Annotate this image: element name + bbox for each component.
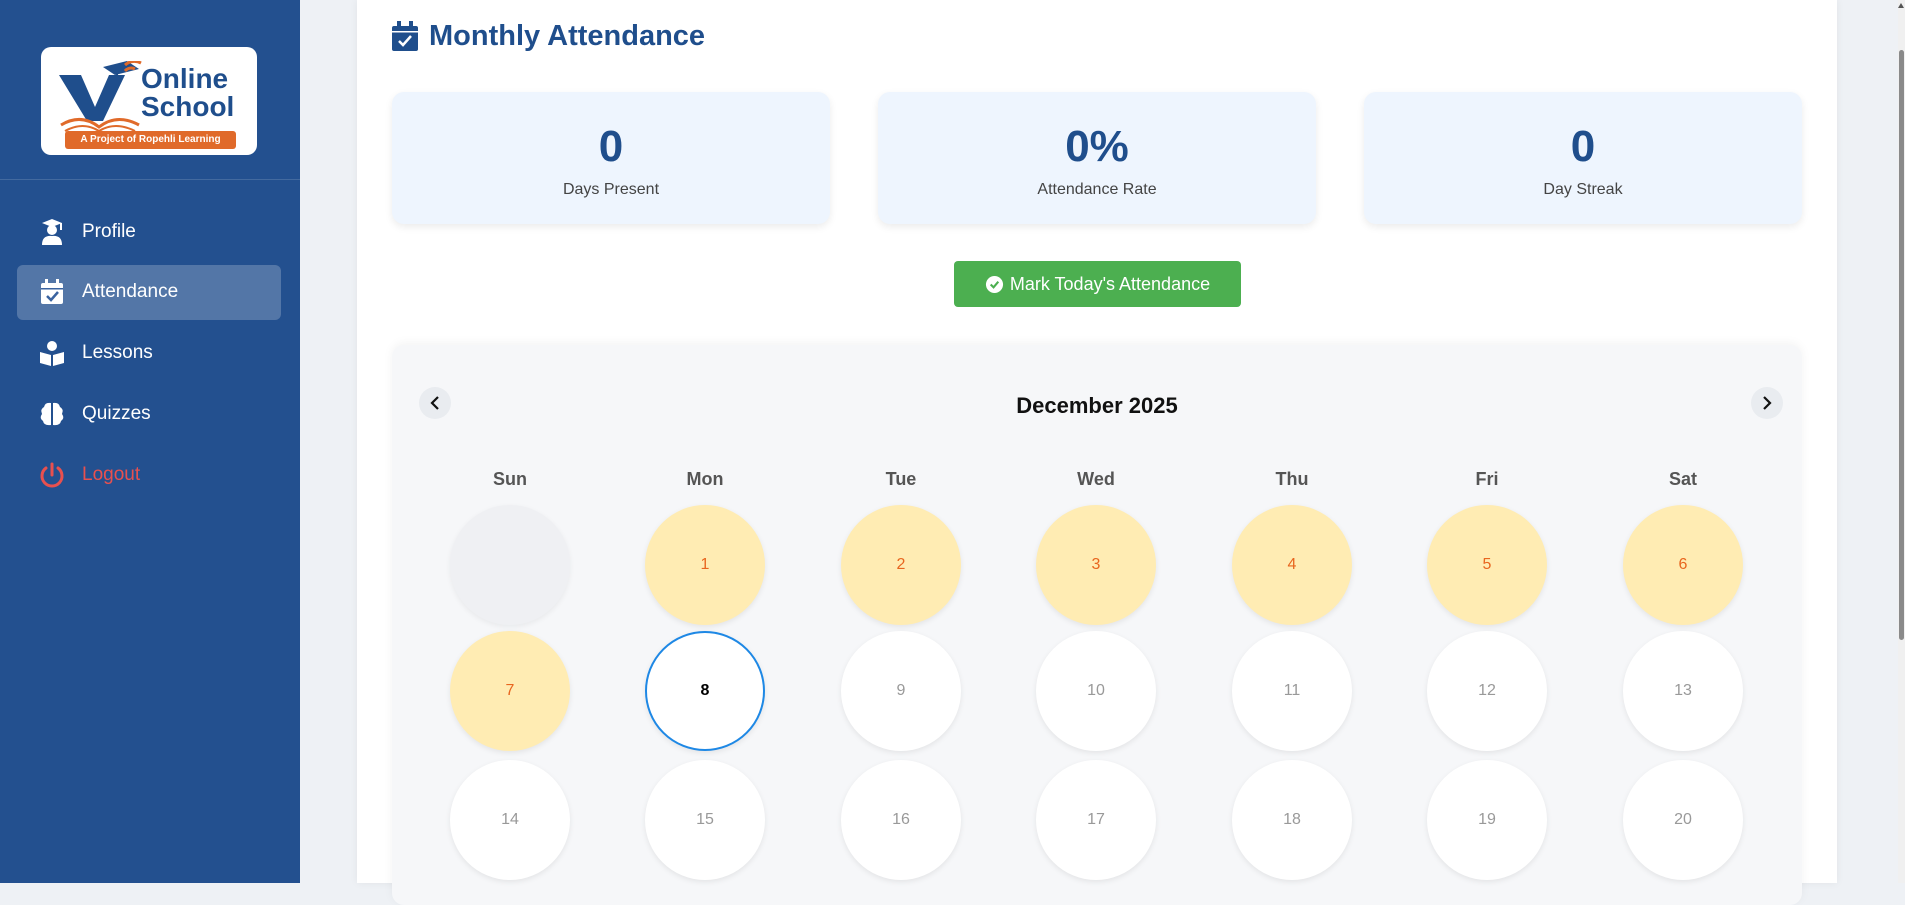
calendar-day[interactable]: 17 [1036,760,1156,880]
sidebar-item-label: Lessons [82,342,153,363]
main-content: Monthly Attendance 0 Days Present 0% Att… [357,0,1837,905]
calendar-day[interactable]: 6 [1623,505,1743,625]
attendance-calendar: December 2025 Sun Mon Tue Wed Thu Fri Sa… [392,345,1802,905]
calendar-day[interactable]: 14 [450,760,570,880]
calendar-day[interactable]: 2 [841,505,961,625]
calendar-day[interactable]: 15 [645,760,765,880]
power-icon [40,462,64,488]
sidebar-item-lessons[interactable]: Lessons [17,326,281,381]
chevron-right-icon [1763,396,1772,410]
calendar-day-today[interactable]: 8 [645,631,765,751]
stat-label: Days Present [562,181,660,198]
logo-mark-icon [59,61,142,133]
weekday-header: Tue [885,469,917,489]
check-circle-icon [985,275,1003,293]
logo-text-online: Online [141,63,229,94]
student-icon [42,219,62,245]
next-month-button[interactable] [1751,387,1783,419]
prev-month-button[interactable] [419,387,451,419]
mark-attendance-label: Mark Today's Attendance [1009,273,1211,294]
stat-card-days-present: 0 Days Present [392,92,830,224]
calendar-day[interactable]: 3 [1036,505,1156,625]
sidebar-item-label: Profile [82,221,136,242]
logo-text-school: School [141,91,235,122]
calendar-day[interactable]: 18 [1232,760,1352,880]
calendar-day[interactable]: 7 [450,631,570,751]
page-scrollbar[interactable] [1898,0,1905,883]
scroll-up-arrow-icon[interactable] [1898,3,1904,8]
weekday-header: Mon [686,469,724,489]
weekday-header: Sun [493,469,527,489]
calendar-day[interactable]: 20 [1623,760,1743,880]
calendar-day[interactable]: 19 [1427,760,1547,880]
calendar-check-icon [392,21,418,51]
stat-card-attendance-rate: 0% Attendance Rate [878,92,1316,224]
sidebar-item-profile[interactable]: Profile [17,205,281,260]
calendar-day[interactable]: 16 [841,760,961,880]
calendar-day[interactable]: 5 [1427,505,1547,625]
sidebar-divider [0,179,300,180]
weekday-header: Fri [1475,469,1499,489]
calendar-check-icon [41,279,63,304]
stat-label: Day Streak [1543,181,1623,198]
weekday-header: Sat [1668,469,1697,489]
calendar-day[interactable]: 11 [1232,631,1352,751]
stat-value: 0% [1065,122,1129,171]
stat-card-day-streak: 0 Day Streak [1364,92,1802,224]
chevron-left-icon [430,396,439,410]
calendar-day[interactable]: 10 [1036,631,1156,751]
scrollbar-thumb[interactable] [1899,50,1904,640]
sidebar-item-logout[interactable]: Logout [17,448,281,503]
calendar-day[interactable]: 12 [1427,631,1547,751]
stat-value: 0 [1570,122,1596,171]
mark-attendance-button[interactable]: Mark Today's Attendance [954,261,1241,307]
sidebar-item-label: Attendance [82,281,179,302]
weekday-header: Wed [1077,469,1115,489]
brain-icon [40,402,64,426]
calendar-day[interactable]: 9 [841,631,961,751]
calendar-month-title: December 2025 [1016,393,1178,418]
school-logo[interactable]: Online School A Project of Ropehli Learn… [41,47,257,155]
page-title: Monthly Attendance [429,20,706,52]
sidebar-item-label: Logout [82,464,141,485]
book-reader-icon [40,341,64,366]
calendar-day[interactable]: 13 [1623,631,1743,751]
sidebar: Online School A Project of Ropehli Learn… [0,0,300,883]
calendar-day[interactable]: 4 [1232,505,1352,625]
logo-tagline: A Project of Ropehli Learning [65,131,236,149]
stat-value: 0 [598,122,624,171]
stat-label: Attendance Rate [1037,181,1157,198]
sidebar-item-quizzes[interactable]: Quizzes [17,387,281,442]
sidebar-item-attendance[interactable]: Attendance [17,265,281,320]
calendar-day[interactable]: 1 [645,505,765,625]
sidebar-item-label: Quizzes [82,403,151,424]
weekday-header: Thu [1275,469,1309,489]
calendar-day-empty [450,505,570,625]
